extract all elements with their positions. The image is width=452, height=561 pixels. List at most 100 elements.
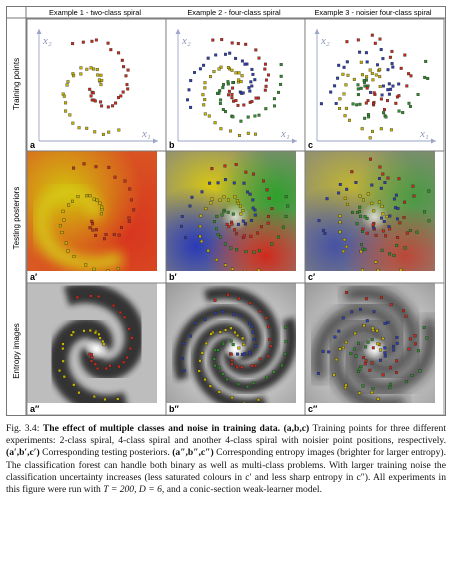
training-point (277, 90, 280, 94)
test-point (122, 360, 126, 364)
training-point (248, 89, 252, 93)
training-point (207, 114, 211, 118)
test-point (118, 311, 122, 314)
test-point (371, 387, 375, 390)
test-point (358, 367, 362, 371)
training-point (117, 96, 120, 100)
test-point (218, 235, 222, 239)
test-point (351, 210, 354, 214)
y-axis-label: x₂ (42, 35, 52, 47)
panel-label: b (169, 140, 175, 150)
test-point (357, 341, 360, 345)
training-point (228, 51, 232, 55)
training-point (227, 93, 231, 97)
test-point (218, 330, 222, 334)
test-point (327, 350, 331, 354)
test-point (361, 384, 365, 388)
training-point (244, 42, 248, 46)
y-axis-arrow (175, 29, 181, 34)
training-point (254, 48, 258, 52)
test-point (104, 366, 108, 370)
test-point (128, 187, 132, 191)
test-point (229, 339, 233, 343)
training-point (226, 80, 230, 84)
test-point (237, 346, 241, 350)
training-point (358, 50, 362, 54)
training-point (246, 131, 250, 135)
test-point (212, 220, 216, 224)
test-point (338, 347, 342, 351)
row-title-2: Testing posteriors (12, 187, 21, 250)
training-point (250, 84, 254, 88)
training-point (360, 73, 364, 77)
test-point (270, 242, 274, 246)
test-point (370, 183, 374, 187)
test-point (93, 362, 97, 366)
training-point (201, 93, 205, 97)
test-point (262, 179, 265, 183)
panel-border (304, 282, 445, 416)
posterior-yellow-arm (33, 183, 126, 271)
panel-c″: c″ (304, 282, 445, 416)
test-point (223, 242, 227, 246)
test-point (225, 222, 229, 226)
test-point (337, 329, 341, 333)
training-point (355, 103, 359, 107)
figure-caption: Fig. 3.4: The effect of multiple classes… (6, 423, 446, 496)
test-point (104, 233, 108, 236)
test-point (217, 390, 221, 394)
test-point (204, 342, 208, 345)
training-point (99, 100, 103, 104)
test-point (323, 232, 327, 235)
training-point (219, 65, 223, 69)
test-point (401, 403, 404, 406)
panel-label: c′ (308, 272, 315, 282)
test-point (378, 177, 381, 180)
entropy-low-arm (191, 321, 266, 403)
test-point (349, 351, 353, 355)
test-point (364, 345, 368, 349)
test-point (190, 195, 194, 199)
test-point (254, 364, 257, 368)
training-point (97, 78, 101, 82)
test-point (350, 170, 354, 174)
training-point (214, 53, 218, 57)
training-point (231, 115, 235, 119)
test-point (94, 233, 98, 237)
training-point (107, 130, 111, 134)
test-point (108, 364, 112, 368)
training-point (386, 88, 390, 92)
test-point (70, 333, 73, 337)
test-point (242, 181, 246, 185)
test-point (408, 337, 412, 341)
test-point (72, 383, 76, 387)
training-point (239, 119, 243, 123)
training-point (363, 116, 367, 120)
test-point (258, 357, 262, 361)
test-point (321, 349, 325, 353)
test-point (383, 351, 387, 355)
training-point (381, 57, 385, 61)
test-point (197, 369, 201, 373)
test-point (403, 200, 407, 204)
test-point (100, 208, 104, 212)
training-point (71, 121, 75, 125)
test-point (265, 375, 269, 379)
test-point (369, 157, 372, 161)
training-point (216, 91, 219, 95)
test-point (244, 170, 248, 174)
test-point (402, 216, 406, 220)
training-point (250, 100, 254, 103)
training-point (198, 67, 202, 71)
training-point (227, 89, 231, 93)
test-point (252, 250, 256, 254)
test-point (107, 165, 111, 169)
test-point (404, 314, 408, 318)
caption-params: T = 200, D = 6, (103, 484, 165, 496)
training-point (68, 113, 72, 117)
table-frame (6, 6, 446, 416)
test-point (395, 243, 399, 247)
test-point (280, 363, 284, 367)
test-point (325, 197, 329, 201)
test-point (371, 223, 375, 227)
